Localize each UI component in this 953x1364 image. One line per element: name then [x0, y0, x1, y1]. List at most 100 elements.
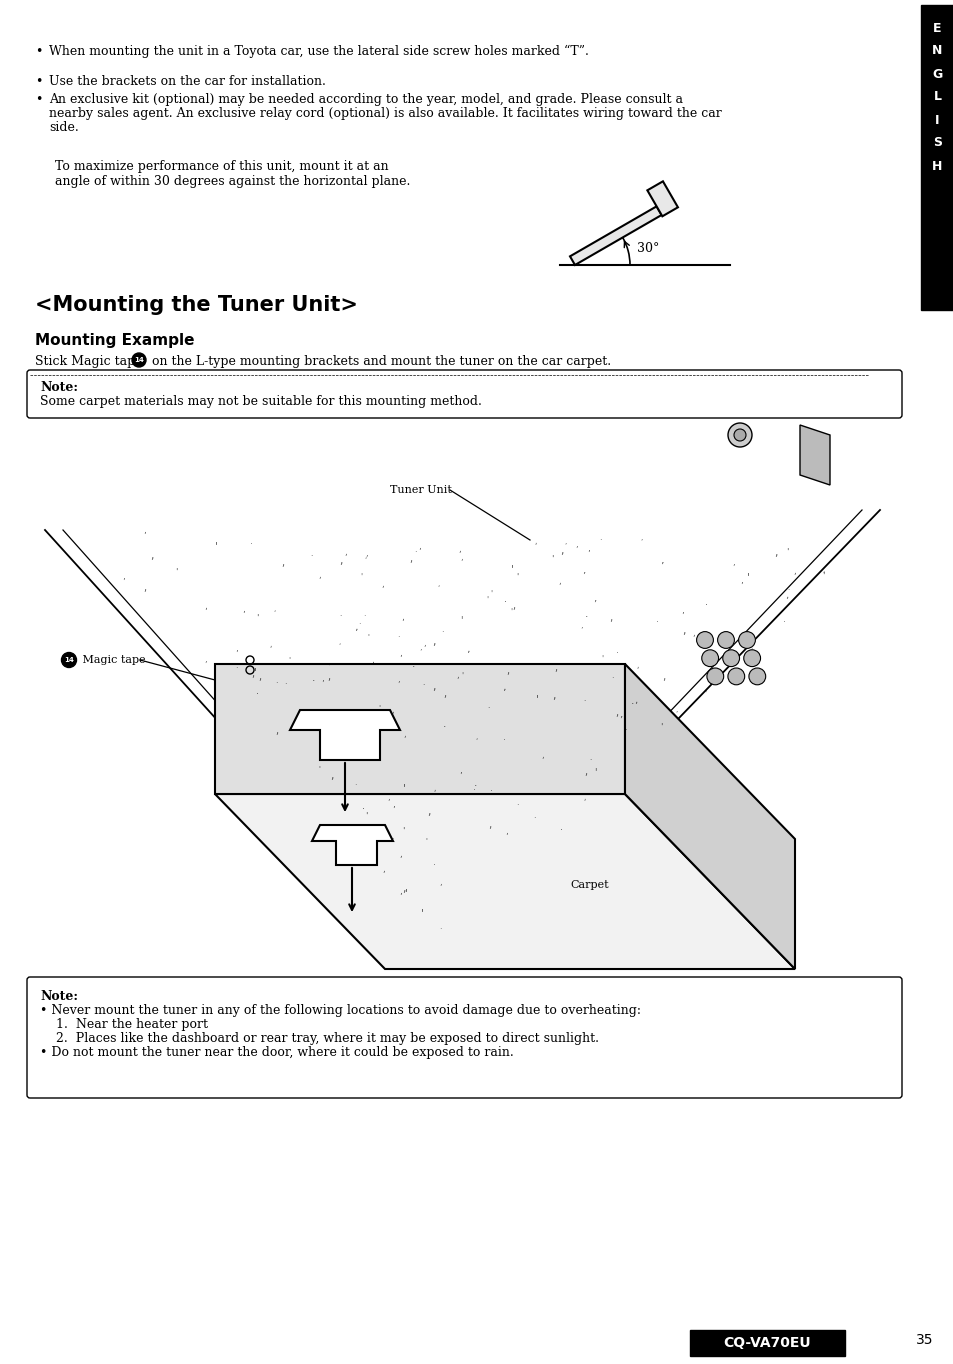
Text: ': ' — [376, 825, 379, 833]
Text: S: S — [932, 136, 941, 150]
Text: .: . — [414, 546, 416, 554]
Text: E: E — [932, 22, 941, 34]
Text: .: . — [623, 723, 626, 732]
Text: ’: ’ — [740, 582, 741, 591]
Text: ': ' — [821, 572, 823, 581]
Text: .: . — [337, 787, 340, 797]
Text: side.: side. — [49, 121, 79, 134]
Polygon shape — [312, 825, 393, 865]
Circle shape — [701, 649, 718, 667]
Text: ʼ: ʼ — [423, 644, 426, 653]
Text: Carpet: Carpet — [569, 880, 608, 889]
Text: 30°: 30° — [637, 243, 659, 255]
Text: ': ' — [536, 694, 538, 704]
Text: Tuner Unit: Tuner Unit — [390, 486, 452, 495]
Text: .: . — [786, 582, 788, 592]
Text: .: . — [357, 617, 360, 626]
Text: .: . — [490, 784, 493, 792]
Text: ʼ: ʼ — [501, 687, 505, 697]
Text: ': ' — [459, 615, 461, 625]
Text: ,: , — [636, 662, 639, 670]
Text: •: • — [35, 93, 42, 106]
Circle shape — [743, 649, 760, 667]
Text: ': ' — [330, 754, 332, 764]
Text: .: . — [585, 610, 588, 619]
Text: ': ' — [365, 812, 368, 820]
Text: ': ' — [785, 548, 788, 557]
Text: ,: , — [615, 708, 618, 719]
Polygon shape — [624, 664, 794, 968]
Polygon shape — [800, 426, 829, 486]
Text: .: . — [391, 832, 394, 842]
Text: ,: , — [402, 884, 405, 893]
Text: .: . — [570, 659, 573, 667]
Text: ': ' — [401, 828, 404, 836]
Text: ,: , — [554, 663, 557, 674]
Text: ,: , — [270, 641, 272, 649]
Text: ,: , — [583, 792, 586, 802]
Text: ’: ’ — [564, 543, 566, 548]
Text: ’: ’ — [592, 600, 596, 610]
Text: ': ' — [517, 573, 518, 582]
Text: .: . — [255, 686, 258, 696]
Text: .: . — [235, 662, 237, 670]
Text: ': ' — [378, 704, 380, 709]
Text: ,: , — [661, 672, 664, 682]
Text: ’: ’ — [204, 660, 206, 670]
Text: ’: ’ — [618, 716, 621, 726]
Text: ’: ’ — [397, 681, 399, 690]
Text: .: . — [274, 677, 277, 686]
Text: ,: , — [401, 614, 404, 622]
Text: .: . — [412, 659, 415, 668]
Text: ,: , — [436, 581, 439, 588]
Text: ': ' — [594, 768, 596, 777]
Text: G: G — [931, 67, 942, 80]
Text: ,: , — [488, 820, 491, 831]
Text: ,: , — [344, 548, 347, 557]
Text: ʼ: ʼ — [354, 627, 356, 638]
Text: ’: ’ — [235, 649, 237, 659]
Bar — [689, 1330, 844, 1356]
Text: .: . — [486, 704, 489, 709]
Text: ': ' — [403, 783, 406, 792]
Text: •: • — [35, 45, 42, 59]
Text: .: . — [362, 608, 365, 618]
Polygon shape — [569, 206, 661, 265]
Text: ,: , — [204, 602, 207, 611]
Text: ,: , — [560, 546, 563, 555]
Text: ,: , — [371, 656, 374, 666]
Text: ,: , — [150, 551, 153, 562]
Text: ,: , — [399, 850, 401, 859]
Text: ': ' — [420, 907, 423, 918]
Text: ,: , — [380, 580, 383, 589]
Text: When mounting the unit in a Toyota car, use the lateral side screw holes marked : When mounting the unit in a Toyota car, … — [49, 45, 588, 59]
Text: ,: , — [458, 546, 461, 554]
Text: .: . — [503, 595, 506, 604]
Text: .: . — [312, 674, 314, 683]
Text: N: N — [931, 45, 942, 57]
Text: ,: , — [584, 767, 587, 777]
Text: ': ' — [461, 672, 463, 681]
Text: ,: , — [403, 731, 406, 739]
Text: ʼ: ʼ — [399, 892, 402, 902]
Text: L: L — [933, 90, 941, 104]
Text: Magic tape: Magic tape — [79, 655, 146, 666]
Text: .: . — [310, 551, 312, 557]
Circle shape — [706, 668, 723, 685]
Text: .: . — [354, 779, 355, 787]
Circle shape — [132, 353, 146, 367]
Text: ,: , — [339, 557, 342, 566]
Text: 1.  Near the heater port: 1. Near the heater port — [40, 1018, 208, 1031]
Text: • Never mount the tuner in any of the following locations to avoid damage due to: • Never mount the tuner in any of the fo… — [40, 1004, 640, 1018]
Text: .: . — [630, 696, 634, 707]
Text: H: H — [931, 160, 942, 172]
Text: An exclusive kit (optional) may be needed according to the year, model, and grad: An exclusive kit (optional) may be neede… — [49, 93, 682, 106]
Text: ': ' — [404, 888, 407, 898]
Text: ’: ’ — [392, 806, 395, 816]
Text: ʼ: ʼ — [143, 532, 146, 540]
Text: ,: , — [432, 682, 436, 692]
Text: ': ' — [215, 542, 218, 551]
Text: ’: ’ — [680, 611, 683, 621]
Text: .: . — [583, 696, 585, 702]
Text: ,: , — [318, 572, 321, 580]
